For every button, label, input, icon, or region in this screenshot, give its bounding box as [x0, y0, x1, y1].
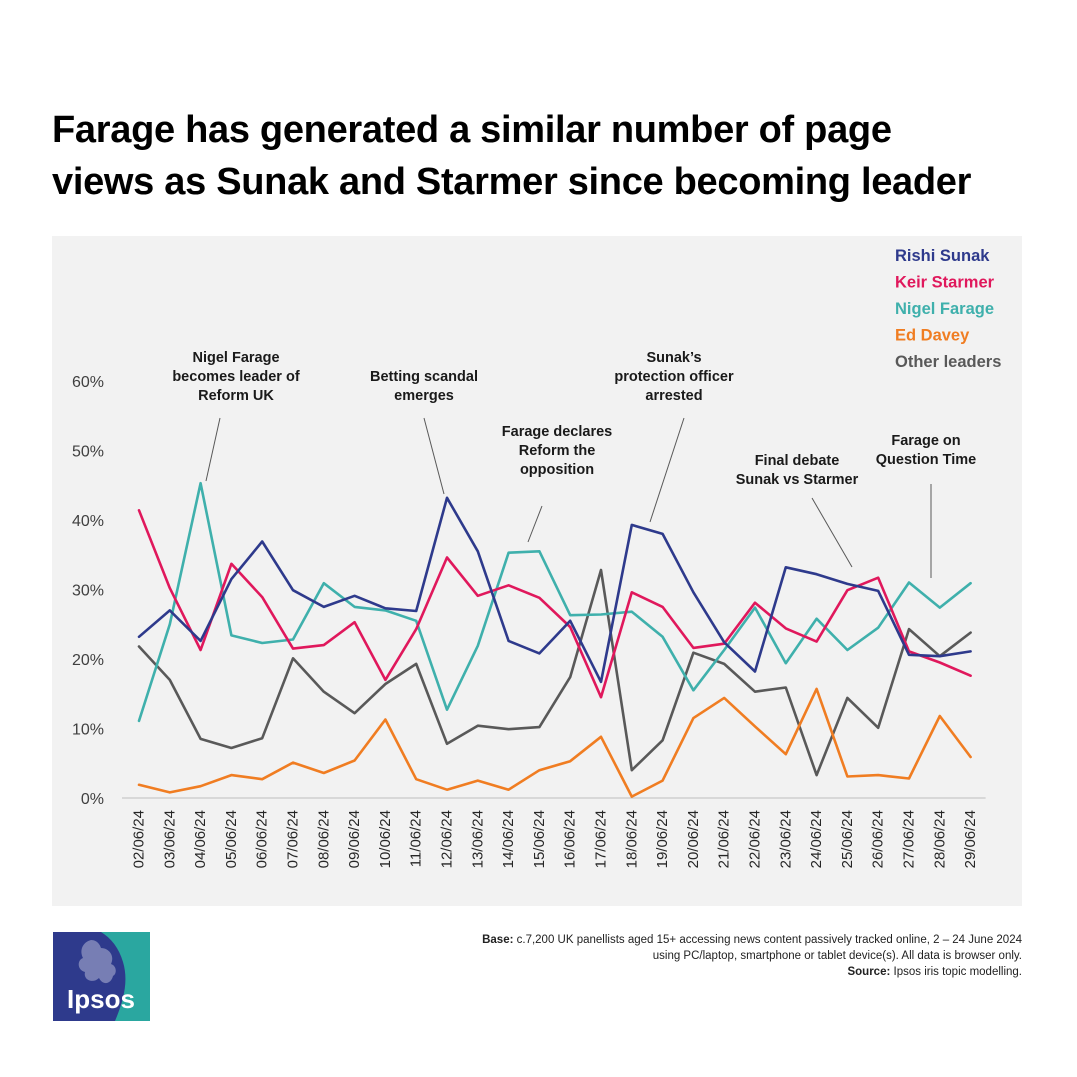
y-tick-label: 0%	[81, 791, 104, 808]
x-tick-label: 18/06/24	[623, 810, 640, 868]
x-tick-label: 12/06/24	[439, 810, 456, 868]
x-tick-label: 19/06/24	[654, 810, 671, 868]
x-tick-label: 02/06/24	[131, 810, 148, 868]
logo-text: Ipsos	[67, 984, 135, 1014]
chart-title: Farage has generated a similar number of…	[52, 104, 1032, 208]
ipsos-logo-mark: Ipsos	[53, 932, 150, 1021]
base-note: Base: c.7,200 UK panellists aged 15+ acc…	[300, 932, 1022, 948]
legend-item-other-leaders: Other leaders	[895, 353, 1001, 371]
x-tick-label: 28/06/24	[931, 810, 948, 868]
line-chart: 0% 10% 20% 30% 40% 50% 60% 02/06/24 03/06/24 04/0…	[72, 247, 1001, 868]
y-tick-label: 20%	[72, 652, 104, 669]
y-tick-label: 60%	[72, 374, 104, 391]
x-tick-label: 11/06/24	[408, 810, 425, 867]
x-tick-label: 08/06/24	[315, 810, 332, 868]
base-label: Base:	[482, 934, 514, 946]
annotation-leader-line	[205, 417, 221, 482]
chart-panel: 0% 10% 20% 30% 40% 50% 60% 02/06/24 03/06/24 04/0…	[52, 236, 1022, 906]
legend-item-rishi-sunak: Rishi Sunak	[895, 247, 990, 265]
annotation-leader-line	[649, 417, 685, 523]
annotation-text: Sunak vs Starmer	[736, 472, 859, 488]
chart-title-line-1: Farage has generated a similar number of…	[52, 109, 892, 151]
y-tick-label: 30%	[72, 583, 104, 600]
legend-item-nigel-farage: Nigel Farage	[895, 300, 994, 318]
x-tick-label: 25/06/24	[839, 810, 856, 868]
x-tick-label: 09/06/24	[346, 810, 363, 868]
source-label: Source:	[847, 966, 891, 978]
annotation-text: Betting scandal	[370, 369, 478, 385]
annotation-text: arrested	[645, 388, 702, 404]
x-tick-label: 15/06/24	[531, 810, 548, 868]
x-tick-label: 20/06/24	[685, 810, 702, 868]
x-tick-label: 04/06/24	[192, 810, 209, 868]
x-tick-label: 17/06/24	[593, 810, 610, 868]
annotation-text: Question Time	[876, 452, 976, 468]
annotation-leader-line	[527, 505, 543, 543]
annotation-text: Reform UK	[198, 388, 274, 404]
annotation-text: Farage declares	[502, 424, 612, 440]
x-tick-label: 27/06/24	[901, 810, 918, 868]
chart-title-line-2: views as Sunak and Starmer since becomin…	[52, 161, 972, 203]
x-tick-label: 13/06/24	[469, 810, 486, 868]
x-tick-label: 16/06/24	[562, 810, 579, 868]
y-tick-label: 50%	[72, 444, 104, 461]
series-line-keir-starmer	[137, 508, 972, 699]
ipsos-logo: Ipsos	[53, 932, 150, 1021]
annotation-leader-line	[423, 417, 445, 495]
x-tick-label: 21/06/24	[716, 810, 733, 868]
x-tick-label: 05/06/24	[223, 810, 240, 868]
x-tick-label: 22/06/24	[747, 810, 764, 868]
x-tick-label: 10/06/24	[377, 810, 394, 868]
x-tick-label: 26/06/24	[870, 810, 887, 868]
x-tick-label: 06/06/24	[254, 810, 271, 868]
x-tick-label: 03/06/24	[161, 810, 178, 868]
series-line-rishi-sunak	[137, 496, 972, 684]
source-text: Ipsos iris topic modelling.	[893, 966, 1022, 978]
annotation-text: Final debate	[755, 453, 840, 469]
x-tick-label: 29/06/24	[962, 810, 979, 868]
annotation-text: emerges	[394, 388, 454, 404]
base-note-2: using PC/laptop, smartphone or tablet de…	[652, 950, 1022, 962]
footer-notes: Base: c.7,200 UK panellists aged 15+ acc…	[300, 932, 1022, 980]
y-tick-label: 40%	[72, 513, 104, 530]
annotation-text: becomes leader of	[172, 369, 299, 385]
legend-item-ed-davey: Ed Davey	[895, 327, 970, 345]
y-tick-label: 10%	[72, 722, 104, 739]
annotation-leader-line	[811, 497, 853, 568]
source-note: Source: Ipsos iris topic modelling.	[300, 964, 1022, 980]
x-tick-label: 23/06/24	[777, 810, 794, 868]
x-tick-label: 24/06/24	[808, 810, 825, 868]
legend-item-keir-starmer: Keir Starmer	[895, 274, 995, 292]
annotation-text: Reform the	[519, 443, 596, 459]
x-tick-label: 07/06/24	[285, 810, 302, 868]
x-tick-label: 14/06/24	[500, 810, 517, 868]
annotation-text: opposition	[520, 462, 594, 478]
annotation-text: Sunak’s	[646, 350, 701, 366]
annotation-text: protection officer	[614, 369, 734, 385]
series-line-ed-davey	[137, 687, 972, 798]
annotation-text: Nigel Farage	[192, 350, 279, 366]
base-text: c.7,200 UK panellists aged 15+ accessing…	[516, 934, 1022, 946]
annotation-text: Farage on	[891, 433, 960, 449]
series-line-nigel-farage	[137, 481, 972, 723]
